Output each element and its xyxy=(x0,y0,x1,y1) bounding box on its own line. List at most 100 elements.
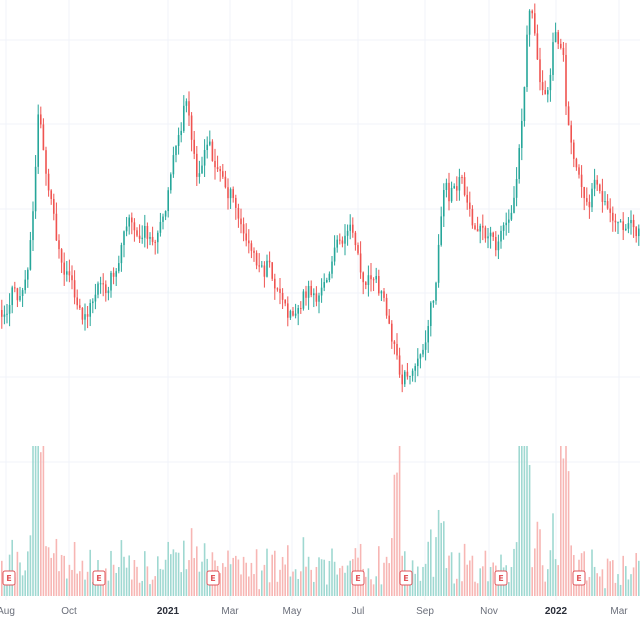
earnings-marker-box[interactable] xyxy=(494,570,508,586)
candle-body xyxy=(359,253,362,273)
candle-body xyxy=(16,288,19,301)
candle-body xyxy=(432,300,435,303)
volume-bar xyxy=(123,556,125,596)
earnings-marker[interactable]: E xyxy=(572,570,586,586)
x-tick-label: Jul xyxy=(352,606,365,617)
volume-bar xyxy=(193,558,195,596)
candle-body xyxy=(614,220,617,223)
volume-bars xyxy=(1,446,640,596)
earnings-marker-box[interactable] xyxy=(572,570,586,586)
candle-body xyxy=(378,276,380,294)
candle-body xyxy=(508,219,510,223)
candle-body xyxy=(263,265,266,277)
candle-body xyxy=(274,278,276,289)
volume-bar xyxy=(554,559,557,596)
candle-body xyxy=(27,269,29,280)
volume-bar xyxy=(349,560,351,596)
volume-bar xyxy=(159,568,162,596)
candle-body xyxy=(216,167,219,170)
candle-body xyxy=(458,177,461,191)
volume-bar xyxy=(94,575,97,596)
volume-bar xyxy=(323,559,325,596)
earnings-marker-box[interactable] xyxy=(399,570,413,586)
candle-body xyxy=(443,189,445,217)
volume-bar xyxy=(76,573,78,596)
volume-bar xyxy=(245,562,247,596)
candle-body xyxy=(531,10,533,14)
volume-bar xyxy=(60,554,63,596)
candle-body xyxy=(42,124,45,151)
volume-bar xyxy=(622,555,624,596)
earnings-marker[interactable]: E xyxy=(494,570,508,586)
volume-bar xyxy=(549,550,552,596)
earnings-marker-box[interactable] xyxy=(351,570,365,586)
candle-body xyxy=(313,293,315,296)
volume-bar xyxy=(266,548,268,596)
volume-bar xyxy=(617,574,619,596)
candle-body xyxy=(367,275,370,286)
earnings-marker-box[interactable] xyxy=(92,570,106,586)
candle-body xyxy=(328,273,331,280)
volume-bar xyxy=(227,550,229,596)
volume-bar xyxy=(128,555,130,596)
volume-bar xyxy=(84,579,86,596)
volume-bar xyxy=(383,562,385,596)
earnings-marker[interactable]: E xyxy=(351,570,365,586)
earnings-marker[interactable]: E xyxy=(2,570,16,586)
volume-bar xyxy=(336,574,338,596)
candle-body xyxy=(172,155,175,175)
candle-body xyxy=(32,211,34,241)
volume-bar xyxy=(209,577,211,596)
volume-bar xyxy=(565,446,567,596)
candle-body xyxy=(586,198,588,202)
candle-body xyxy=(619,221,622,223)
candle-body xyxy=(84,314,86,320)
volume-bar xyxy=(232,557,234,596)
candle-body xyxy=(266,260,268,277)
candle-body xyxy=(622,221,624,231)
earnings-marker[interactable]: E xyxy=(206,570,220,586)
candle-body xyxy=(281,292,284,300)
candle-body xyxy=(365,282,367,286)
volume-bar xyxy=(255,549,258,596)
candle-body xyxy=(383,291,385,298)
volume-bar xyxy=(268,582,271,596)
candle-body xyxy=(60,249,63,263)
candle-body xyxy=(440,216,442,245)
volume-bar xyxy=(14,577,16,596)
volume-bar xyxy=(445,568,448,596)
candle-body xyxy=(541,82,544,91)
volume-bar xyxy=(37,446,39,596)
candle-body xyxy=(336,239,338,248)
candle-body xyxy=(560,43,562,48)
volume-bar xyxy=(279,569,281,596)
volume-bar xyxy=(307,556,310,596)
volume-bar xyxy=(29,535,32,596)
candle-body xyxy=(575,158,578,168)
candle-body xyxy=(190,115,193,140)
candle-body xyxy=(580,174,583,188)
volume-bar xyxy=(164,559,167,596)
volume-bar xyxy=(66,578,68,596)
volume-bar xyxy=(601,569,604,596)
candle-body xyxy=(606,201,609,209)
candle-body xyxy=(79,305,81,308)
volume-bar xyxy=(180,572,182,596)
volume-bar xyxy=(513,548,515,596)
earnings-marker[interactable]: E xyxy=(92,570,106,586)
volume-bar xyxy=(201,561,203,596)
candle-body xyxy=(198,173,201,177)
earnings-marker[interactable]: E xyxy=(399,570,413,586)
volume-bar xyxy=(638,560,640,596)
candle-body xyxy=(609,208,611,213)
candle-body xyxy=(346,230,349,236)
candle-body xyxy=(372,279,375,281)
candle-body xyxy=(300,308,302,310)
earnings-marker-box[interactable] xyxy=(2,570,16,586)
earnings-marker-box[interactable] xyxy=(206,570,220,586)
candle-body xyxy=(245,233,247,241)
volume-bar xyxy=(154,576,156,596)
volume-bar xyxy=(141,580,143,596)
